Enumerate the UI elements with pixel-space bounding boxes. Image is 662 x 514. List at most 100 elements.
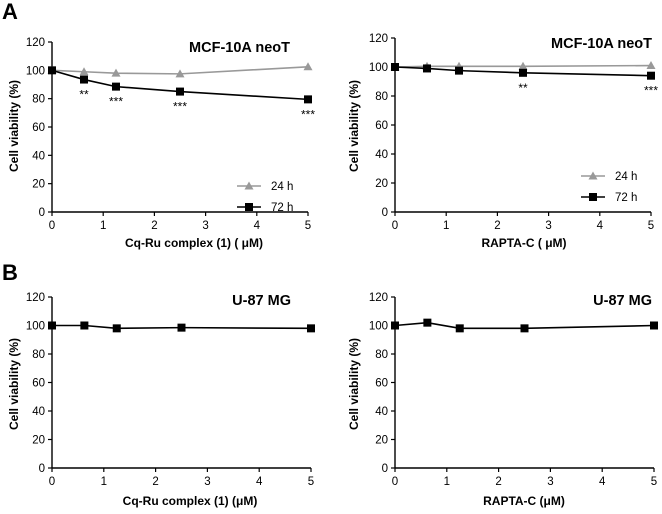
- x-axis-title: RAPTA-C (μM): [483, 494, 565, 508]
- x-tick-label: 3: [204, 476, 210, 488]
- data-point: [177, 323, 186, 332]
- data-point: [391, 63, 399, 71]
- data-point: [304, 95, 312, 104]
- x-tick-label: 4: [599, 476, 606, 488]
- panel-letter-b: B: [2, 260, 18, 285]
- data-point: [520, 324, 529, 333]
- chart-a-cq-ru: MCF-10A neoT Cq-Ru complex (1) ( μM) Cel…: [7, 37, 315, 250]
- x-tick-label: 5: [305, 220, 311, 232]
- y-tick-label: 120: [369, 292, 388, 304]
- x-tick-label: 3: [545, 220, 551, 232]
- data-point: [111, 68, 121, 77]
- significance-label: ***: [109, 95, 123, 109]
- panel-letter-a: A: [2, 0, 18, 24]
- x-tick-label: 4: [597, 220, 604, 232]
- y-tick-label: 40: [375, 149, 388, 161]
- data-point: [307, 324, 315, 333]
- x-axis-title: Cq-Ru complex (1) ( μM): [125, 236, 263, 250]
- legend-marker: [588, 171, 598, 180]
- data-point: [112, 324, 121, 333]
- y-tick-label: 0: [382, 463, 388, 475]
- y-tick-label: 40: [32, 150, 45, 162]
- data-point: [519, 68, 527, 77]
- x-axis-title: RAPTA-C ( μM): [481, 236, 566, 250]
- x-tick-label: 0: [392, 220, 398, 232]
- y-axis-title: Cell viability (%): [347, 80, 361, 172]
- x-tick-label: 0: [49, 476, 55, 488]
- data-point: [112, 82, 120, 91]
- x-tick-label: 2: [152, 476, 158, 488]
- x-tick-label: 2: [494, 220, 500, 232]
- x-tick-label: 5: [308, 476, 314, 488]
- data-point: [176, 87, 184, 96]
- significance-label: ***: [301, 107, 315, 121]
- data-point: [80, 321, 89, 330]
- x-tick-label: 0: [392, 476, 398, 488]
- data-point: [303, 62, 313, 71]
- x-tick-label: 4: [256, 476, 263, 488]
- data-point: [650, 321, 658, 330]
- x-tick-label: 1: [443, 220, 449, 232]
- x-tick-label: 1: [444, 476, 450, 488]
- y-tick-label: 100: [26, 65, 45, 77]
- x-axis-title: Cq-Ru complex (1) (μM): [123, 494, 258, 508]
- x-tick-label: 5: [651, 476, 657, 488]
- x-tick-label: 2: [151, 220, 157, 232]
- y-tick-label: 20: [32, 179, 45, 191]
- data-point: [646, 61, 656, 70]
- y-tick-label: 60: [32, 122, 45, 134]
- y-tick-label: 60: [375, 378, 388, 390]
- y-tick-label: 40: [32, 406, 45, 418]
- data-point: [455, 66, 463, 75]
- chart-title: MCF-10A neoT: [551, 36, 652, 52]
- y-tick-label: 40: [375, 406, 388, 418]
- x-tick-label: 1: [100, 220, 106, 232]
- data-point: [80, 75, 88, 84]
- y-tick-label: 80: [375, 91, 388, 103]
- y-tick-label: 120: [369, 33, 388, 45]
- legend-marker: [245, 203, 253, 211]
- x-tick-label: 1: [101, 476, 107, 488]
- data-point: [423, 318, 432, 327]
- significance-label: ***: [644, 84, 658, 98]
- y-tick-label: 0: [39, 207, 45, 219]
- x-tick-label: 2: [495, 476, 501, 488]
- data-point: [391, 321, 399, 330]
- significance-label: ***: [173, 100, 187, 114]
- legend-label: 24 h: [615, 171, 637, 183]
- y-tick-label: 20: [375, 435, 388, 447]
- y-tick-label: 100: [26, 321, 45, 333]
- legend-marker: [244, 181, 254, 190]
- y-tick-label: 120: [26, 292, 45, 304]
- legend-label: 72 h: [615, 192, 637, 204]
- x-tick-label: 0: [49, 220, 55, 232]
- x-tick-label: 4: [254, 220, 261, 232]
- y-tick-label: 80: [32, 94, 45, 106]
- chart-b-rapta-c: U-87 MG RAPTA-C (μM) Cell viability (%) …: [347, 292, 658, 508]
- y-axis-title: Cell viability (%): [347, 338, 361, 430]
- data-point: [518, 61, 528, 70]
- data-point: [175, 69, 185, 78]
- legend-marker: [589, 193, 597, 201]
- y-tick-label: 100: [369, 321, 388, 333]
- y-tick-label: 60: [375, 120, 388, 132]
- data-point: [79, 67, 89, 76]
- x-tick-label: 5: [648, 220, 654, 232]
- y-axis-title: Cell viability (%): [7, 80, 21, 172]
- x-tick-label: 3: [202, 220, 208, 232]
- y-tick-label: 120: [26, 37, 45, 49]
- data-point: [647, 71, 655, 80]
- data-point: [455, 324, 464, 333]
- y-axis-title: Cell viability (%): [7, 338, 21, 430]
- y-tick-label: 20: [32, 435, 45, 447]
- data-point: [48, 321, 56, 330]
- y-tick-label: 60: [32, 378, 45, 390]
- x-tick-label: 3: [547, 476, 553, 488]
- y-tick-label: 0: [39, 463, 45, 475]
- legend-label: 24 h: [271, 181, 293, 193]
- chart-title: MCF-10A neoT: [189, 40, 290, 56]
- data-point: [423, 64, 431, 73]
- data-point: [48, 66, 56, 75]
- chart-b-cq-ru: U-87 MG Cq-Ru complex (1) (μM) Cell viab…: [7, 292, 315, 508]
- y-tick-label: 100: [369, 62, 388, 74]
